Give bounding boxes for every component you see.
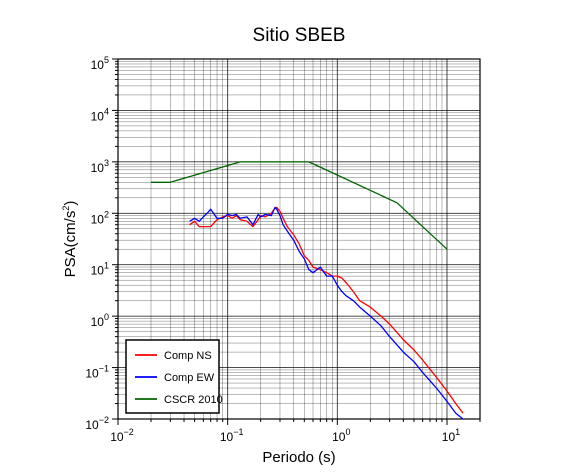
y-tick-label-base: 10 [85,418,99,432]
y-tick-label-base: 10 [91,109,105,123]
y-axis-label-close: ) [62,201,79,206]
series-line-comp-ns [189,206,464,414]
legend-label-comp-ns: Comp NS [164,350,212,362]
x-tick-label-base: 10 [332,430,346,444]
y-tick-label-base: 10 [91,315,105,329]
y-tick-label: 105 [91,55,109,72]
y-tick-label: 10−1 [85,364,109,381]
y-axis-label: PSA(cm/s2) [61,201,79,278]
y-tick-label-base: 10 [85,367,99,381]
y-tick-label-base: 10 [91,58,105,72]
y-tick-label-base: 10 [91,264,105,278]
legend: Comp NS Comp EW CSCR 2010 [125,339,223,414]
y-tick-label-exponent: 1 [104,261,109,271]
y-tick-label-base: 10 [91,161,105,175]
x-tick-label: 10−1 [220,427,244,444]
legend-label-comp-ew: Comp EW [164,372,215,384]
y-axis-label-exponent: 2 [61,206,71,211]
y-tick-label: 10−2 [85,415,109,432]
y-tick-label-base: 10 [91,212,105,226]
series-line-comp-ew [189,206,464,420]
y-tick-label-exponent: 4 [104,106,109,116]
y-tick-label: 103 [91,158,109,175]
y-tick-label-exponent: −1 [99,364,109,374]
x-tick-label-base: 10 [110,430,124,444]
y-tick-label-exponent: 3 [104,158,109,168]
y-tick-label: 100 [91,312,109,329]
x-tick-label: 100 [332,427,350,444]
x-tick-label: 101 [442,427,460,444]
y-tick-label-exponent: −2 [99,415,109,425]
y-tick-label: 101 [91,261,109,278]
y-tick-label-exponent: 2 [104,209,109,219]
y-tick-label: 102 [91,209,109,226]
x-tick-label: 10−2 [110,427,134,444]
legend-label-cscr-2010: CSCR 2010 [164,394,223,406]
x-axis-label: Periodo (s) [262,449,335,466]
plot-frame [117,58,481,420]
x-tick-label-base: 10 [442,430,456,444]
x-tick-label-exponent: 1 [455,427,460,437]
y-tick-label-exponent: 0 [104,312,109,322]
chart-title: Sitio SBEB [253,25,346,46]
y-axis-label-base: PSA(cm/s [62,211,79,278]
data-series [151,161,464,420]
x-tick-label-exponent: −1 [233,427,243,437]
x-tick-label-base: 10 [220,430,234,444]
x-tick-label-exponent: 0 [345,427,350,437]
y-tick-label-exponent: 5 [104,55,109,65]
y-tick-label: 104 [91,106,109,123]
series-line-cscr-2010 [151,161,448,250]
axis-ticks [112,58,481,425]
x-tick-label-exponent: −2 [124,427,134,437]
